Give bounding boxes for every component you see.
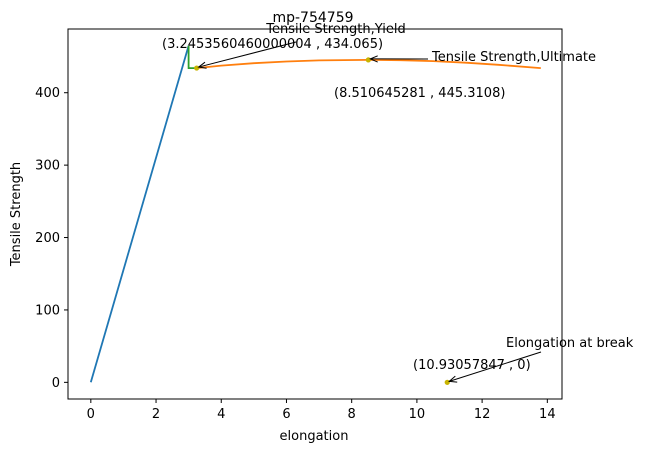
annotation-break-label: Elongation at break: [506, 336, 634, 351]
x-ticks: 0 2 4 6 8 10 12 14: [87, 399, 556, 422]
annotation-arrow-break: [449, 351, 542, 382]
y-tick-label: 300: [35, 159, 60, 174]
y-tick-label: 200: [35, 231, 60, 246]
y-tick-label: 100: [35, 303, 60, 318]
x-tick-label: 2: [152, 407, 160, 422]
x-tick-label: 10: [409, 407, 426, 422]
annotation-ultimate-coords: (8.510645281 , 445.3108): [334, 86, 505, 101]
annotation-arrowhead-ultimate: [369, 55, 378, 63]
y-tick-label: 400: [35, 86, 60, 101]
annotation-arrowhead-break: [448, 375, 458, 383]
x-axis-label: elongation: [280, 429, 349, 444]
annotation-yield-label: Tensile Strength,Yield: [265, 22, 405, 37]
marker-ultimate: [365, 57, 371, 63]
plot-frame: [67, 28, 563, 400]
annotation-ultimate-label: Tensile Strength,Ultimate: [431, 50, 596, 65]
marker-yield: [194, 65, 200, 71]
marker-break: [444, 379, 450, 385]
annotation-arrow-yield: [198, 41, 297, 68]
series-line-0: [89, 45, 190, 383]
annotation-yield-coords: (3.2453560460000004 , 434.065): [162, 37, 383, 52]
x-tick-label: 6: [282, 407, 290, 422]
annotation-break-coords: (10.93057847 , 0): [413, 358, 531, 373]
x-tick-label: 14: [539, 407, 556, 422]
x-tick-label: 8: [348, 407, 356, 422]
y-ticks: 0 100 200 300 400: [35, 86, 68, 391]
annotation-arrows: [197, 41, 542, 383]
y-axis-label: Tensile Strength: [9, 162, 24, 267]
chart-title: mp-754759: [272, 10, 353, 26]
annotation-arrowhead-yield: [197, 61, 207, 69]
x-tick-label: 4: [217, 407, 225, 422]
x-tick-label: 0: [87, 407, 95, 422]
y-tick-label: 0: [52, 376, 60, 391]
series-line-1: [187, 45, 197, 69]
x-tick-label: 12: [474, 407, 491, 422]
marker-layer: [194, 57, 450, 385]
